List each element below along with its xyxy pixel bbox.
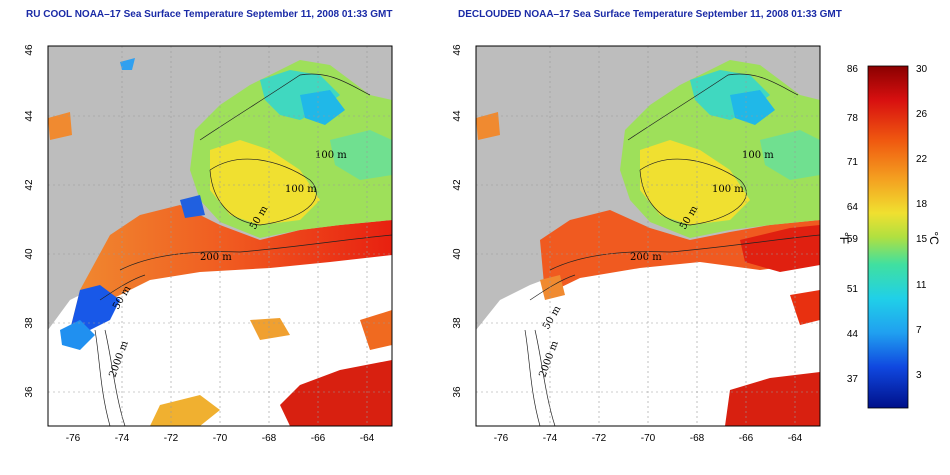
y-tick-label: 44 bbox=[452, 110, 463, 122]
y-tick-label: 42 bbox=[24, 179, 35, 191]
y-tick-label: 40 bbox=[452, 248, 463, 260]
c-tick-label: 30 bbox=[916, 64, 928, 75]
c-tick-label: 11 bbox=[916, 280, 927, 291]
right-x-axis: -76 -74 -72 -70 -68 -66 -64 bbox=[494, 433, 803, 444]
f-tick-label: 44 bbox=[847, 329, 859, 340]
x-tick-label: -72 bbox=[164, 433, 179, 444]
y-tick-label: 36 bbox=[24, 386, 35, 398]
x-tick-label: -76 bbox=[494, 433, 509, 444]
y-tick-label: 40 bbox=[24, 248, 35, 260]
c-tick-label: 3 bbox=[916, 370, 922, 381]
x-tick-label: -68 bbox=[262, 433, 277, 444]
x-tick-label: -64 bbox=[360, 433, 375, 444]
c-tick-label: 18 bbox=[916, 199, 928, 210]
y-tick-label: 38 bbox=[24, 317, 35, 329]
x-tick-label: -70 bbox=[213, 433, 228, 444]
f-tick-label: 37 bbox=[847, 374, 859, 385]
f-tick-label: 78 bbox=[847, 113, 859, 124]
x-tick-label: -74 bbox=[543, 433, 558, 444]
fahrenheit-scale: 86 78 71 64 59 51 44 37 °F bbox=[837, 64, 858, 385]
contour-label: 200 m bbox=[630, 252, 662, 263]
c-tick-label: 15 bbox=[916, 234, 928, 245]
left-y-axis: 46 44 42 40 38 36 bbox=[24, 44, 35, 398]
y-tick-label: 38 bbox=[452, 317, 463, 329]
x-tick-label: -70 bbox=[641, 433, 656, 444]
c-tick-label: 26 bbox=[916, 109, 928, 120]
f-tick-label: 59 bbox=[847, 234, 859, 245]
colorbar-gradient bbox=[867, 65, 909, 409]
y-tick-label: 46 bbox=[24, 44, 35, 56]
fahrenheit-unit: °F bbox=[837, 232, 851, 244]
x-tick-label: -72 bbox=[592, 433, 607, 444]
contour-label: 100 m bbox=[712, 184, 744, 195]
x-tick-label: -74 bbox=[115, 433, 130, 444]
temperature-colorbar: 86 78 71 64 59 51 44 37 °F 30 26 22 18 1… bbox=[837, 64, 941, 409]
celsius-unit: °C bbox=[927, 231, 941, 245]
contour-label: 100 m bbox=[742, 150, 774, 161]
f-tick-label: 51 bbox=[847, 284, 859, 295]
contour-label: 200 m bbox=[200, 252, 232, 263]
y-tick-label: 44 bbox=[24, 110, 35, 122]
left-map-title: RU COOL NOAA–17 Sea Surface Temperature … bbox=[26, 9, 393, 20]
c-tick-label: 22 bbox=[916, 154, 928, 165]
f-tick-label: 64 bbox=[847, 202, 859, 213]
contour-label: 100 m bbox=[285, 184, 317, 195]
f-tick-label: 71 bbox=[847, 157, 859, 168]
contour-label: 100 m bbox=[315, 150, 347, 161]
right-y-axis: 46 44 42 40 38 36 bbox=[452, 44, 463, 398]
x-tick-label: -76 bbox=[66, 433, 81, 444]
x-tick-label: -64 bbox=[788, 433, 803, 444]
x-tick-label: -66 bbox=[739, 433, 754, 444]
x-tick-label: -66 bbox=[311, 433, 326, 444]
y-tick-label: 42 bbox=[452, 179, 463, 191]
left-x-axis: -76 -74 -72 -70 -68 -66 -64 bbox=[66, 433, 375, 444]
y-tick-label: 36 bbox=[452, 386, 463, 398]
celsius-scale: 30 26 22 18 15 11 7 3 °C bbox=[916, 64, 941, 381]
x-tick-label: -68 bbox=[690, 433, 705, 444]
y-tick-label: 46 bbox=[452, 44, 463, 56]
right-map-title: DECLOUDED NOAA–17 Sea Surface Temperatur… bbox=[458, 9, 842, 20]
f-tick-label: 86 bbox=[847, 64, 859, 75]
c-tick-label: 7 bbox=[916, 325, 922, 336]
